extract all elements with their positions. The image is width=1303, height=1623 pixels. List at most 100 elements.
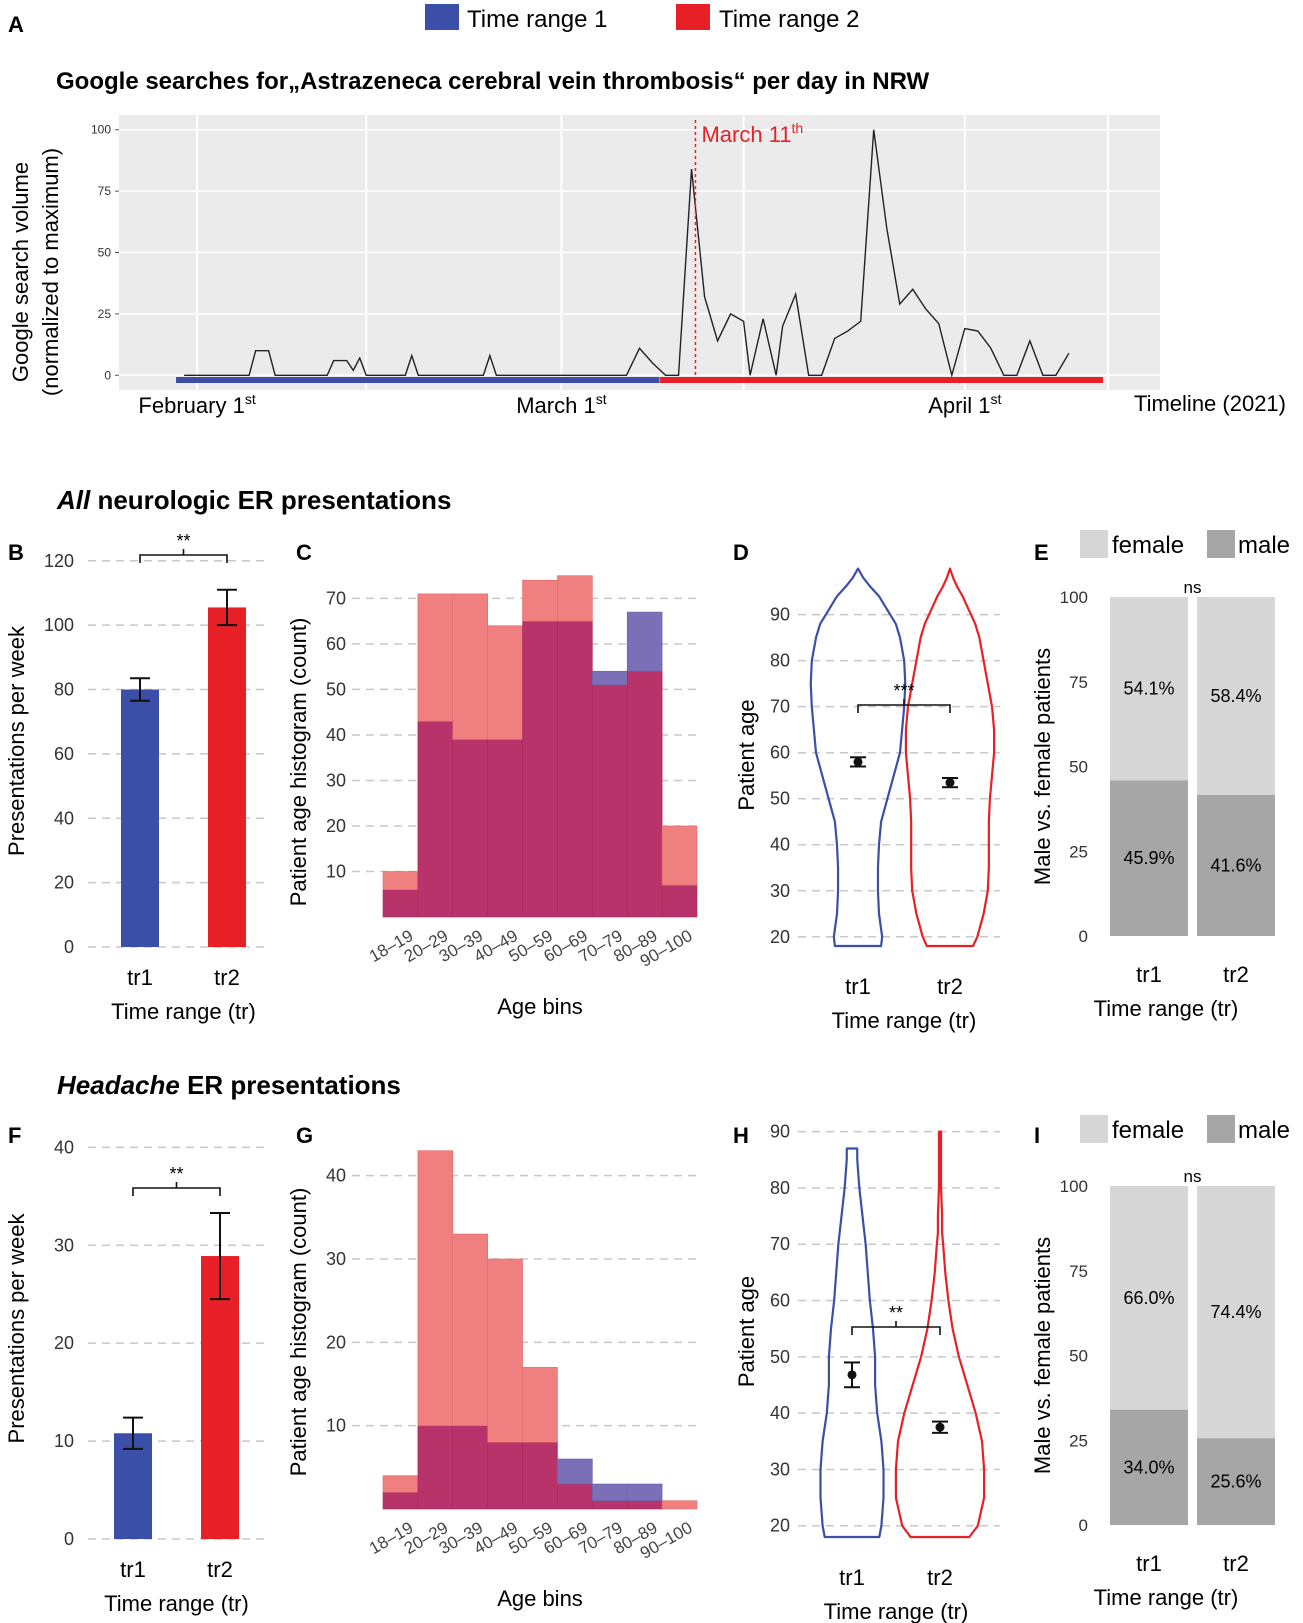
significance-bracket bbox=[132, 1182, 221, 1196]
bar-tr1 bbox=[121, 689, 159, 947]
hist-bar-overlap-40–49 bbox=[487, 739, 523, 918]
y-tick-label: 100 bbox=[1060, 588, 1088, 607]
legend-label-female: female bbox=[1112, 1117, 1184, 1144]
panel-letter: B bbox=[8, 540, 24, 565]
x-tick-label-tr2: tr2 bbox=[207, 1557, 233, 1582]
hist-bar-excess-70–79 bbox=[592, 1483, 628, 1501]
significance-bracket bbox=[139, 549, 228, 563]
female-percent-label: 66.0% bbox=[1123, 1288, 1174, 1308]
y-tick-label: 60 bbox=[770, 1291, 790, 1311]
hist-bar-excess-20–29 bbox=[417, 593, 454, 722]
y-tick-label: 30 bbox=[770, 1459, 790, 1479]
y-tick-label: 100 bbox=[44, 615, 74, 635]
hist-bar-overlap-20–29 bbox=[417, 720, 454, 918]
bar-female-tr1 bbox=[1110, 597, 1188, 781]
x-tick-label-tr1: tr1 bbox=[120, 1557, 146, 1582]
x-axis-label: Time range (tr) bbox=[104, 1591, 249, 1616]
significance-label: ** bbox=[169, 1164, 183, 1184]
x-tick-label: tr2 bbox=[937, 974, 963, 999]
hist-bar-excess-50–59 bbox=[522, 579, 558, 622]
hist-bar-overlap-60–69 bbox=[557, 1483, 593, 1510]
panel-d: D 20 30 40 50 60 70 80 90 tr1 tr2 *** Time range (tr… bbox=[733, 540, 1000, 1033]
y-axis-label: Patient age bbox=[734, 699, 759, 810]
panel-letter: C bbox=[296, 540, 312, 565]
y-tick-label: 75 bbox=[1069, 1262, 1088, 1281]
panel-a-x-tick-label: February 1st bbox=[138, 391, 255, 418]
legend-swatch-tr2 bbox=[676, 4, 710, 30]
hist-bar-overlap-30–39 bbox=[452, 739, 488, 918]
x-tick-label: tr1 bbox=[845, 974, 871, 999]
bar-male-tr2 bbox=[1197, 1438, 1275, 1525]
panel-letter: H bbox=[733, 1123, 749, 1148]
hist-bar-excess-90–100 bbox=[661, 1500, 698, 1510]
panel-a-y-axis-label-2: (normalized to maximum) bbox=[38, 148, 63, 396]
significance-label: *** bbox=[893, 681, 914, 701]
mean-point bbox=[853, 757, 863, 767]
hist-bar-overlap-50–59 bbox=[522, 620, 558, 918]
hist-bar-excess-20–29 bbox=[417, 1150, 454, 1426]
hist-bar-excess-40–49 bbox=[487, 1258, 523, 1443]
panel-a-y-tick-label: 0 bbox=[104, 368, 111, 382]
hist-bar-excess-80–89 bbox=[626, 611, 663, 672]
legend-swatch-tr1 bbox=[425, 4, 459, 30]
violin-tr1 bbox=[819, 1147, 885, 1539]
y-tick-label: 10 bbox=[54, 1431, 74, 1451]
legend-label-male: male bbox=[1238, 1117, 1290, 1144]
x-tick-label-tr2: tr2 bbox=[1223, 962, 1249, 987]
bar-male-tr2 bbox=[1197, 794, 1275, 936]
panel-b: B 0 20 40 60 80 100 120 tr1 tr2 ** Time range (tr) P… bbox=[4, 531, 265, 1024]
y-tick-label: 0 bbox=[64, 937, 74, 957]
hist-bar-excess-80–89 bbox=[626, 1483, 663, 1501]
panel-a-y-tick-label: 50 bbox=[98, 246, 112, 260]
y-tick-label: 40 bbox=[54, 1137, 74, 1157]
y-axis-label: Presentations per week bbox=[4, 1213, 29, 1444]
bar-male-tr1 bbox=[1110, 1409, 1188, 1525]
section-title-all-rest: neurologic ER presentations bbox=[90, 485, 451, 515]
significance-label: ns bbox=[1184, 1167, 1202, 1186]
panel-a: Google searches for„Astrazeneca cerebral… bbox=[8, 68, 1286, 418]
section-title-headache: Headache ER presentations bbox=[57, 1070, 401, 1100]
male-percent-label: 25.6% bbox=[1210, 1472, 1261, 1492]
y-tick-label: 80 bbox=[54, 680, 74, 700]
y-tick-label: 60 bbox=[326, 634, 346, 654]
y-tick-label: 70 bbox=[770, 697, 790, 717]
figure-legend: Time range 1 Time range 2 bbox=[425, 4, 860, 33]
female-percent-label: 74.4% bbox=[1210, 1302, 1261, 1322]
x-tick-label-tr2: tr2 bbox=[214, 965, 240, 990]
hist-bar-overlap-18–19 bbox=[382, 1492, 419, 1510]
hist-bar-excess-70–79 bbox=[592, 670, 628, 686]
legend-swatch-female bbox=[1080, 530, 1108, 558]
hist-bar-excess-60–69 bbox=[557, 575, 593, 622]
x-axis-label: Age bins bbox=[497, 994, 583, 1019]
bar-female-tr2 bbox=[1197, 597, 1275, 795]
y-tick-label: 20 bbox=[770, 927, 790, 947]
x-axis-label: Time range (tr) bbox=[1094, 1585, 1239, 1610]
hist-bar-excess-90–100 bbox=[661, 825, 698, 886]
panel-a-y-tick-label: 25 bbox=[98, 307, 112, 321]
panels: Google searches for„Astrazeneca cerebral… bbox=[4, 68, 1290, 1623]
hist-bar-overlap-40–49 bbox=[487, 1442, 523, 1510]
significance-label: ** bbox=[889, 1303, 903, 1323]
y-tick-label: 30 bbox=[770, 881, 790, 901]
y-axis-label: Presentations per week bbox=[4, 625, 29, 856]
y-tick-label: 40 bbox=[54, 808, 74, 828]
bar-tr1 bbox=[114, 1433, 152, 1539]
bar-tr2 bbox=[201, 1256, 239, 1539]
panel-c: C1020304050607018–1920–2930–3940–4950–59… bbox=[286, 540, 700, 1019]
violin-tr2 bbox=[904, 567, 996, 948]
x-axis-label: Time range (tr) bbox=[832, 1008, 977, 1033]
y-tick-label: 30 bbox=[326, 1249, 346, 1269]
y-tick-label: 20 bbox=[54, 1333, 74, 1353]
y-tick-label: 80 bbox=[770, 651, 790, 671]
hist-bar-overlap-70–79 bbox=[592, 684, 628, 918]
panel-letter: G bbox=[296, 1123, 313, 1148]
bar-tr2 bbox=[208, 607, 246, 947]
bar-male-tr1 bbox=[1110, 780, 1188, 936]
y-tick-label: 20 bbox=[770, 1516, 790, 1536]
y-tick-label: 50 bbox=[1069, 758, 1088, 777]
y-tick-label: 20 bbox=[326, 816, 346, 836]
panel-f: F 0 10 20 30 40 tr1 tr2 ** Time range (tr) Present… bbox=[4, 1123, 265, 1616]
